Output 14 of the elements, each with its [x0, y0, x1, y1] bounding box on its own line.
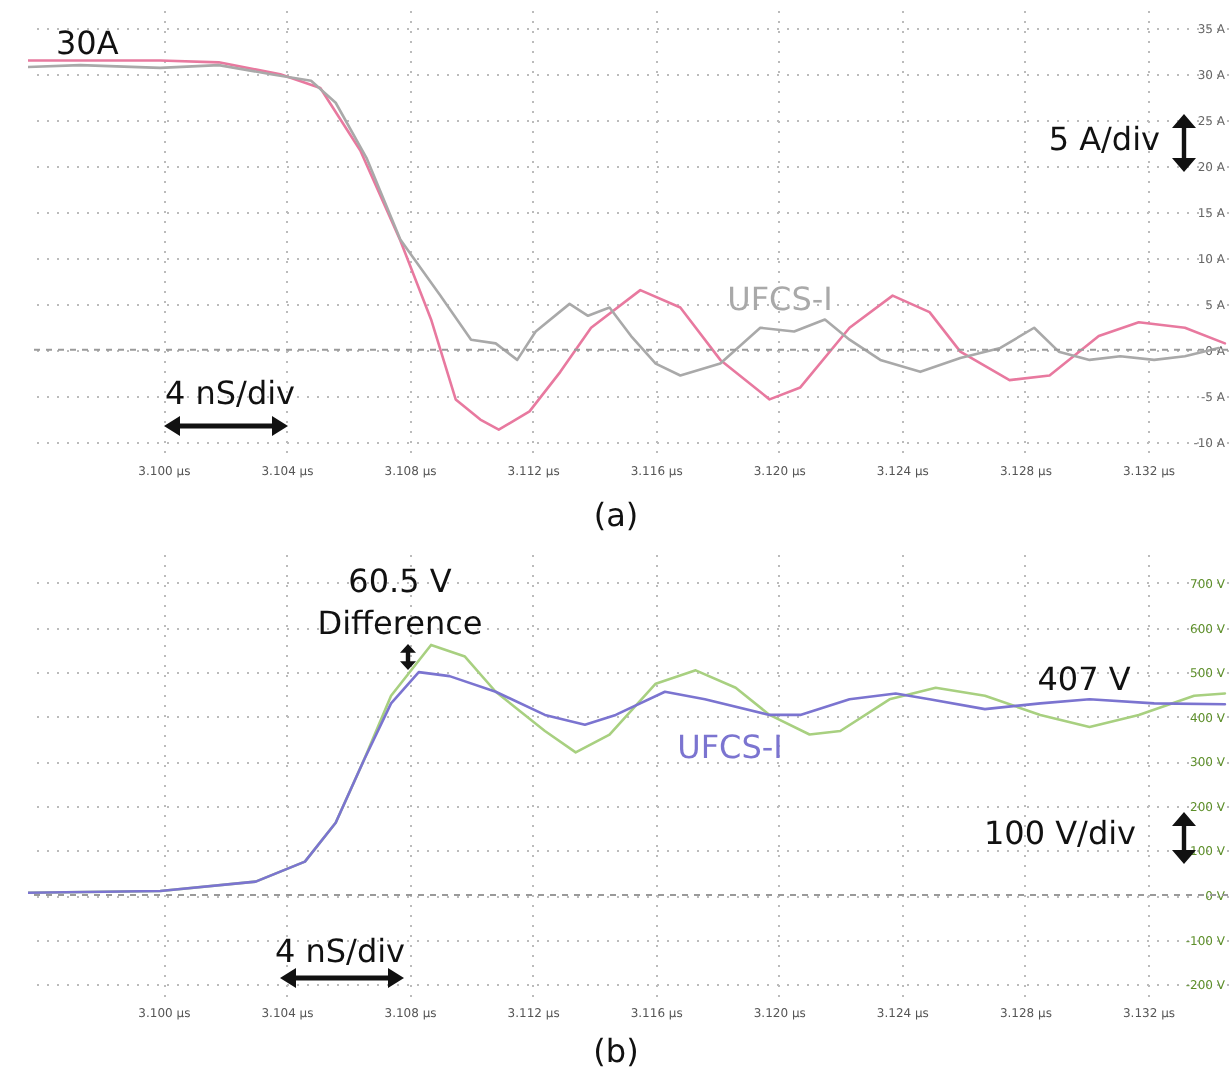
annotation: 4 nS/div [274, 932, 406, 970]
series-label: UFCS-I [727, 280, 833, 318]
annotation: 4 nS/div [164, 374, 296, 412]
annotation: 407 V [1037, 660, 1131, 698]
series-label: UFCS-I [677, 728, 783, 766]
annotation: 100 V/div [983, 814, 1137, 852]
annotation: Difference [317, 604, 483, 642]
annotation: 30A [56, 24, 119, 62]
line-series [28, 63, 1221, 377]
text: (a) [591, 494, 641, 538]
line-series [28, 59, 1227, 431]
annotation: 5 A/div [1048, 120, 1160, 158]
annotation: 60.5 V [348, 562, 452, 600]
text: (b) [591, 1030, 641, 1074]
